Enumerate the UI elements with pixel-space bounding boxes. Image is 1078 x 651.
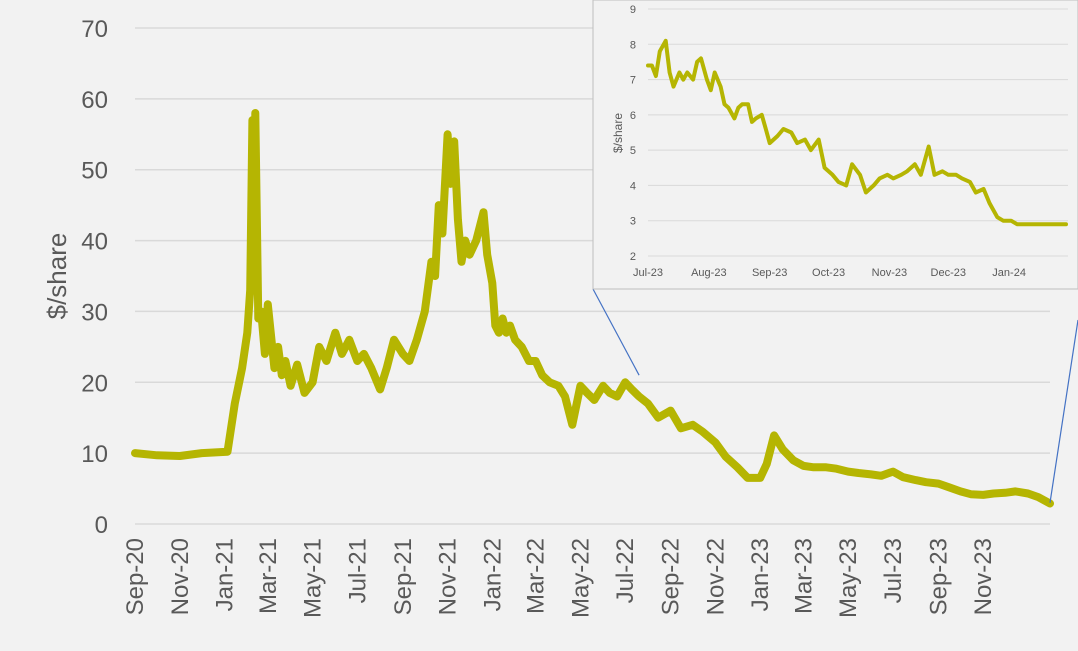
main-x-tick-label: May-23 [835,538,862,618]
inset-x-tick-label: Dec-23 [931,267,966,279]
connector-line [1049,319,1078,503]
inset-x-tick-labels: Jul-23 Aug-23 Sep-23 Oct-23 Nov-23 Dec-23 Jan-… [633,267,1026,279]
main-x-tick-label: Sep-20 [122,538,149,615]
inset-y-tick-label: 8 [630,39,636,51]
main-y-tick-label: 70 [81,16,108,43]
main-y-axis-label: $/share [42,233,72,320]
main-series-line [131,109,1054,508]
connector-line [592,288,640,376]
main-y-tick-label: 50 [81,158,108,185]
main-y-tick-label: 40 [81,229,108,256]
inset-y-tick-label: 5 [630,145,636,157]
main-y-tick-label: 30 [81,299,108,326]
main-x-tick-label: Mar-22 [523,538,550,614]
inset-x-tick-label: Jul-23 [633,267,663,279]
inset-y-tick-labels: 2 3 4 5 6 7 8 9 [630,4,636,263]
inset-y-tick-label: 6 [630,110,636,122]
inset-y-tick-label: 4 [630,180,636,192]
inset-x-tick-label: Nov-23 [872,267,907,279]
main-x-tick-label: Mar-21 [255,538,282,614]
main-x-tick-label: Jul-22 [612,538,639,603]
main-x-tick-label: Jul-21 [344,538,371,603]
zoom-connector-lines [592,288,1078,503]
main-y-tick-labels: 0 10 20 30 40 50 60 70 [81,16,108,539]
main-x-tick-label: Nov-22 [702,538,729,615]
main-x-tick-label: Nov-20 [167,538,194,615]
main-x-tick-label: Sep-21 [390,538,417,615]
main-x-tick-label: Sep-23 [925,538,952,615]
main-y-tick-label: 0 [95,512,108,539]
inset-y-tick-label: 7 [630,75,636,87]
main-x-tick-label: Nov-21 [435,538,462,615]
inset-chart: 2 3 4 5 6 7 8 9 Jul-23 Aug-23 Sep-23 Oct-23 Nov-23 D… [592,0,1078,290]
main-x-tick-label: Mar-23 [790,538,817,614]
inset-background [592,0,1078,290]
main-x-tick-labels: Sep-20 Nov-20 Jan-21 Mar-21 May-21 Jul-21 Sep-… [122,538,997,618]
main-x-tick-label: Nov-23 [970,538,997,615]
main-x-tick-label: May-21 [300,538,327,618]
main-y-tick-label: 20 [81,370,108,397]
inset-gridlines [648,8,1068,257]
main-x-tick-label: Jul-23 [880,538,907,603]
inset-x-tick-label: Aug-23 [691,267,726,279]
inset-series-line [646,38,1068,227]
inset-x-tick-label: Jan-24 [992,267,1026,279]
inset-x-tick-label: Oct-23 [812,267,845,279]
main-x-tick-label: Jan-22 [479,538,506,611]
inset-y-tick-label: 3 [630,216,636,228]
main-x-tick-label: May-22 [567,538,594,618]
inset-y-axis-label: $/share [611,113,625,153]
inset-x-tick-label: Sep-23 [752,267,787,279]
inset-y-tick-label: 2 [630,251,636,263]
main-x-tick-label: Jan-21 [212,538,239,611]
inset-y-tick-label: 9 [630,4,636,16]
main-y-tick-label: 60 [81,87,108,114]
main-x-tick-label: Jan-23 [747,538,774,611]
main-x-tick-label: Sep-22 [658,538,685,615]
main-y-tick-label: 10 [81,441,108,468]
